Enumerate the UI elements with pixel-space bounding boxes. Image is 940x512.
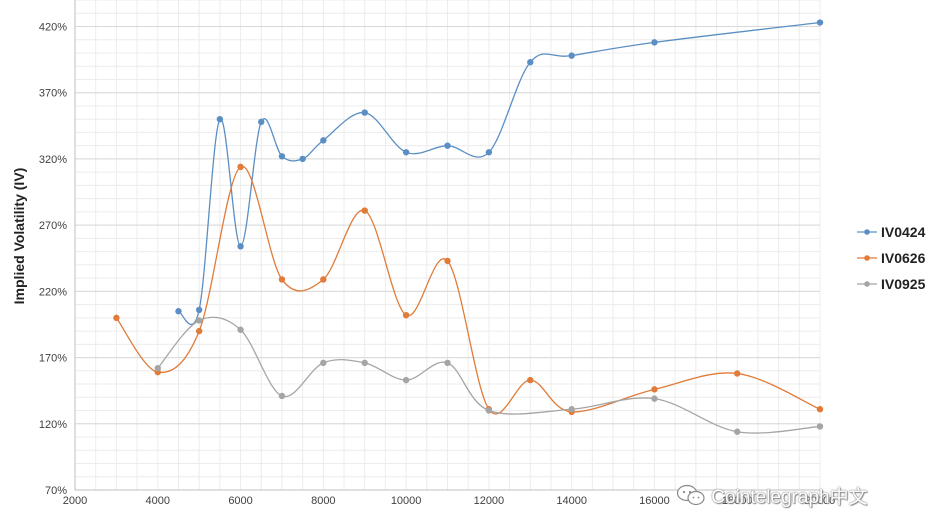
legend-swatch-marker [864, 255, 870, 261]
x-tick-label: 8000 [311, 495, 335, 507]
data-point-IV0626 [402, 311, 410, 319]
data-point-IV0626 [816, 406, 824, 413]
y-tick-label: 120% [39, 419, 67, 431]
y-tick-label: 70% [45, 485, 67, 497]
data-point-IV0424 [320, 137, 327, 144]
data-point-IV0424 [485, 149, 493, 156]
data-point-IV0424 [195, 306, 203, 314]
data-point-IV0925 [734, 428, 741, 435]
legend-label: IV0424 [881, 224, 926, 240]
data-point-IV0626 [278, 276, 286, 283]
series [113, 19, 824, 435]
y-tick-label: 220% [39, 286, 67, 298]
wechat-icon [676, 484, 706, 512]
data-point-IV0626 [444, 257, 451, 265]
data-point-IV0925 [278, 392, 286, 400]
x-tick-label: 14000 [556, 495, 587, 507]
x-tick-label: 10000 [391, 495, 422, 507]
data-point-IV0925 [651, 395, 658, 402]
data-point-IV0424 [527, 59, 534, 66]
data-point-IV0626 [237, 163, 244, 171]
x-tick-label: 6000 [228, 495, 252, 507]
data-point-IV0424 [299, 155, 306, 163]
series-IV0925 [154, 316, 824, 435]
data-point-IV0925 [402, 376, 410, 384]
y-tick-label: 370% [39, 88, 67, 100]
data-point-IV0925 [195, 317, 203, 324]
data-point-IV0424 [568, 52, 575, 59]
legend-label: IV0925 [881, 276, 926, 292]
data-point-IV0424 [444, 142, 451, 149]
data-point-IV0626 [195, 327, 203, 335]
y-tick-label: 170% [39, 353, 67, 365]
x-tick-label: 16000 [639, 495, 670, 507]
data-point-IV0626 [734, 370, 741, 377]
data-point-IV0925 [816, 423, 824, 430]
legend-entry-IV0925: IV0925 [857, 276, 926, 292]
x-tick-label: 4000 [146, 495, 170, 507]
y-tick-label: 270% [39, 220, 67, 232]
data-point-IV0424 [361, 109, 368, 116]
data-point-IV0424 [216, 115, 224, 123]
data-point-IV0424 [816, 19, 824, 26]
data-point-IV0925 [320, 359, 327, 367]
x-tick-label: 2000 [63, 495, 87, 507]
series-IV0424 [175, 19, 824, 326]
data-point-IV0925 [485, 407, 493, 414]
data-point-IV0424 [237, 243, 244, 250]
data-point-IV0626 [651, 386, 658, 393]
x-tick-label: 20000 [805, 495, 836, 507]
data-point-IV0626 [113, 314, 120, 322]
y-axis-title: Implied Volatility (IV) [11, 168, 27, 305]
x-tick-label: 18000 [722, 495, 753, 507]
data-point-IV0424 [258, 118, 265, 126]
legend-label: IV0626 [881, 250, 926, 266]
legend-swatch-marker [864, 281, 870, 287]
data-point-IV0925 [154, 364, 161, 372]
legend-entry-IV0626: IV0626 [857, 250, 926, 266]
y-tick-label: 320% [39, 154, 67, 166]
data-point-IV0925 [568, 406, 575, 413]
x-tick-label: 12000 [474, 495, 505, 507]
data-point-IV0925 [237, 326, 244, 333]
data-point-IV0424 [651, 39, 658, 46]
series-line-IV0424 [177, 21, 821, 326]
y-tick-label: 420% [39, 21, 67, 33]
watermark: Cointelegraph中文 [676, 482, 868, 512]
data-point-IV0626 [320, 276, 327, 283]
data-point-IV0626 [361, 207, 368, 214]
legend: IV0424 IV0626 IV0925 [857, 224, 926, 292]
data-point-IV0424 [402, 149, 410, 156]
data-point-IV0925 [444, 359, 451, 367]
legend-swatch-marker [864, 229, 870, 235]
x-tick-labels: 2000 4000 6000 8000 10000 12000 14000 16000 1800… [63, 495, 836, 507]
y-tick-labels: 70% 120% 170% 220% 270% 320% 370% 420% [39, 21, 67, 497]
legend-entry-IV0424: IV0424 [857, 224, 926, 240]
gridlines [74, 0, 821, 491]
data-point-IV0626 [527, 376, 534, 384]
data-point-IV0925 [361, 359, 368, 367]
data-point-IV0424 [278, 153, 286, 160]
data-point-IV0424 [175, 308, 182, 315]
watermark-text: Cointelegraph中文 [711, 487, 868, 508]
